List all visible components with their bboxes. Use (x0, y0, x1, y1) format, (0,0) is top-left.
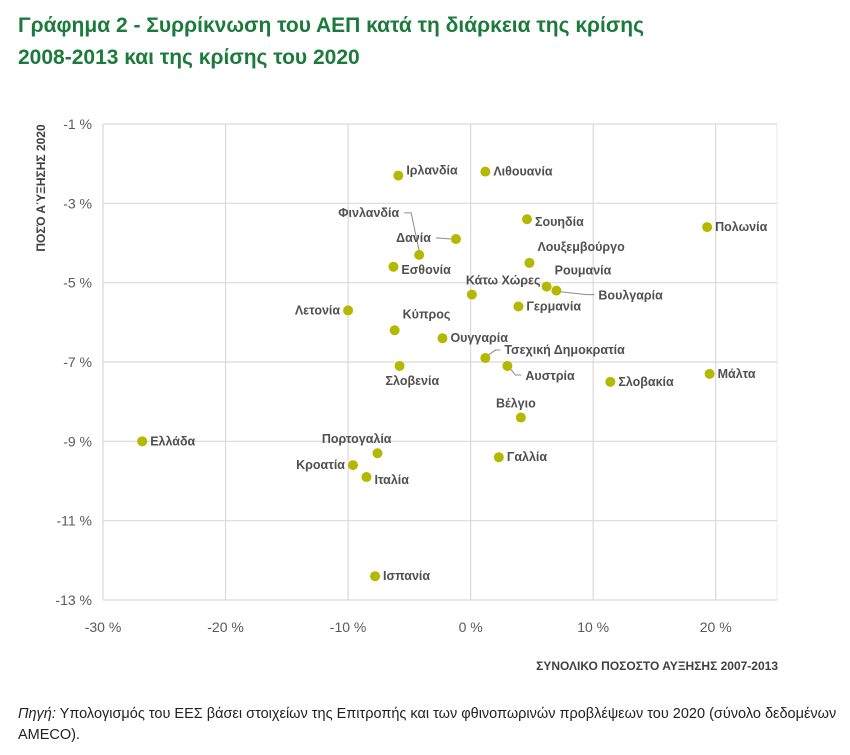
data-point (480, 166, 491, 177)
leader-line (435, 237, 451, 240)
data-label: Πορτογαλία (322, 432, 392, 446)
source-text: Υπολογισμός του ΕΕΣ βάσει στοιχείων της … (18, 706, 837, 743)
data-label: Δανία (396, 231, 431, 245)
data-point (370, 571, 381, 582)
y-tick-label: -11 % (56, 513, 92, 529)
data-label: Ισπανία (383, 569, 430, 583)
data-label: Βέλγιο (496, 397, 536, 411)
y-axis-ticks: -1 % -3 % -5 % -7 % -9 % -11 % -13 % (55, 116, 92, 608)
data-point (551, 285, 562, 296)
data-point (513, 301, 524, 312)
source-note: Πηγή: Υπολογισμός του ΕΕΣ βάσει στοιχείω… (18, 704, 838, 746)
data-points (137, 166, 715, 582)
data-label: Γερμανία (526, 299, 581, 313)
x-tick-label: 0 % (459, 619, 483, 635)
y-tick-label: -7 % (63, 354, 92, 370)
data-point (702, 222, 713, 233)
data-label: Μάλτα (718, 367, 756, 381)
chart-title-line1: Γράφημα 2 - Συρρίκνωση του ΑΕΠ κατά τη δ… (18, 14, 644, 37)
data-point (361, 472, 372, 483)
data-label: Βουλγαρία (598, 289, 663, 303)
data-label: Ελλάδα (150, 434, 195, 448)
data-point (372, 448, 383, 459)
data-label: Τσεχική Δημοκρατία (504, 343, 625, 357)
chart-title: Γράφημα 2 - Συρρίκνωση του ΑΕΠ κατά τη δ… (18, 10, 838, 74)
x-tick-label: -20 % (207, 619, 244, 635)
data-label: Κύπρος (403, 307, 451, 321)
data-label: Φινλανδία (338, 206, 399, 220)
scatter-chart: -1 % -3 % -5 % -7 % -9 % -11 % -13 % -30 % -20 … (34, 116, 778, 673)
data-label: Αυστρία (525, 369, 575, 383)
data-label: Ουγγαρία (450, 331, 508, 345)
gridlines (102, 123, 778, 601)
x-axis-ticks: -30 % -20 % -10 % 0 % 10 % 20 % (85, 619, 732, 635)
data-label: Ιταλία (374, 473, 409, 487)
y-tick-label: -1 % (63, 116, 92, 132)
leader-line (559, 291, 595, 296)
data-label: Λετονία (295, 303, 341, 317)
leader-line (404, 212, 420, 252)
data-label: Κροατία (296, 458, 345, 472)
y-tick-label: -9 % (63, 433, 92, 449)
data-label: Ρουμανία (555, 264, 612, 278)
data-label: Πολωνία (715, 220, 767, 234)
data-point (414, 249, 425, 260)
data-label: Σλοβενία (386, 374, 440, 388)
x-tick-label: -30 % (85, 619, 122, 635)
leader-line (510, 368, 522, 376)
data-point (347, 460, 358, 471)
data-point (541, 281, 552, 292)
data-label: Λουξεμβούργο (537, 240, 625, 254)
data-point (394, 360, 405, 371)
data-label: Λιθουανία (493, 165, 553, 179)
data-label: Γαλλία (507, 450, 548, 464)
x-tick-label: 10 % (577, 619, 609, 635)
data-point (137, 436, 148, 447)
data-label: Σλοβακία (618, 375, 674, 389)
y-tick-label: -3 % (63, 195, 92, 211)
data-point (388, 261, 399, 272)
data-point (605, 376, 616, 387)
x-axis-title: ΣΥΝΟΛΙΚΟ ΠΟΣΟΣΤΟ ΑΥΞΗΣΗΣ 2007-2013 (536, 659, 778, 673)
data-point (450, 234, 461, 245)
data-label: Σουηδία (535, 215, 584, 229)
y-axis-title: ΠΟΣΌ ΑΎΞΗΣΗΣ 2020 (34, 124, 48, 252)
data-point (515, 412, 526, 423)
y-tick-label: -5 % (63, 275, 92, 291)
data-point (466, 289, 477, 300)
data-point (393, 170, 404, 181)
x-tick-label: -10 % (330, 619, 367, 635)
leader-lines (404, 212, 595, 376)
data-label: Ιρλανδία (406, 164, 458, 178)
data-point (502, 360, 513, 371)
y-tick-label: -13 % (55, 592, 92, 608)
source-label: Πηγή: (18, 706, 56, 722)
data-point (522, 214, 533, 225)
x-tick-label: 20 % (700, 619, 732, 635)
data-point (493, 452, 504, 463)
leader-line (488, 349, 501, 356)
data-labels: Ελλάδα Ιρλανδία Λιθουανία Φινλανδία Δανία Σου… (150, 164, 767, 584)
data-label: Κάτω Χώρες (466, 274, 541, 288)
data-point (389, 325, 400, 336)
data-point (343, 305, 354, 316)
data-point (704, 368, 715, 379)
data-label: Εσθονία (401, 263, 451, 277)
data-point (437, 333, 448, 344)
data-point (524, 257, 535, 268)
chart-title-line2: 2008-2013 και της κρίσης του 2020 (18, 46, 360, 69)
data-point (480, 353, 491, 364)
